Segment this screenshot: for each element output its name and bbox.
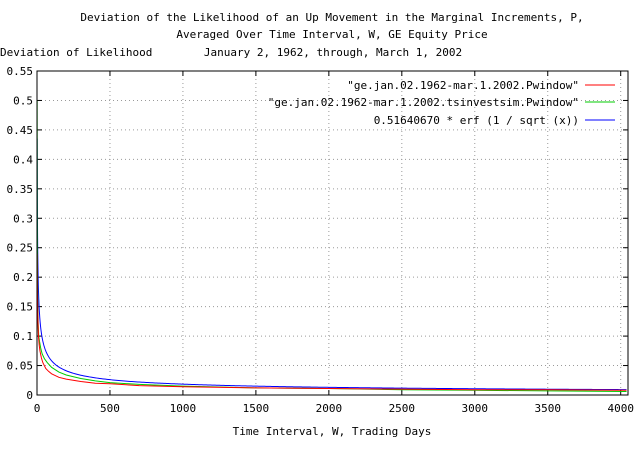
x-tick-label: 1000 [170, 402, 197, 415]
x-tick-label: 4000 [607, 402, 634, 415]
series-line-2 [36, 138, 627, 391]
y-tick-label: 0.1 [13, 330, 33, 343]
x-axis-label: Time Interval, W, Trading Days [233, 425, 432, 438]
series-lines [36, 100, 627, 392]
y-tick-label: 0.35 [7, 183, 34, 196]
x-tick-label: 2000 [316, 402, 343, 415]
chart-title-line-3: January 2, 1962, through, March 1, 2002 [204, 46, 462, 59]
x-tick-label: 3500 [534, 402, 561, 415]
y-tick-label: 0.3 [13, 212, 33, 225]
series-line-1 [36, 100, 627, 392]
y-axis-label: Deviation of Likelihood [0, 46, 152, 59]
y-tick-label: 0.5 [13, 94, 33, 107]
legend-label-1: "ge.jan.02.1962-mar.1.2002.tsinvestsim.P… [268, 96, 579, 109]
y-tick-label: 0.15 [7, 301, 34, 314]
legend-label-0: "ge.jan.02.1962-mar.1.2002.Pwindow" [347, 79, 579, 92]
chart-title-line-1: Deviation of the Likelihood of an Up Mov… [80, 11, 583, 24]
x-tick-label: 500 [100, 402, 120, 415]
chart-title-line-2: Averaged Over Time Interval, W, GE Equit… [176, 28, 487, 41]
axis-ticks: 0 0.05 0.1 0.15 0.2 0.25 0.3 0.35 0.4 0.45 0.5 0.55… [7, 65, 634, 415]
y-tick-label: 0.05 [7, 360, 34, 373]
x-tick-label: 0 [34, 402, 41, 415]
y-tick-label: 0.45 [7, 124, 34, 137]
x-tick-label: 3000 [462, 402, 489, 415]
legend-label-2: 0.51640670 * erf (1 / sqrt (x)) [374, 114, 579, 127]
y-tick-label: 0.25 [7, 242, 34, 255]
grid [37, 71, 628, 395]
y-tick-label: 0.4 [13, 153, 33, 166]
plot-border [36, 70, 629, 396]
y-tick-label: 0 [26, 389, 33, 402]
legend: "ge.jan.02.1962-mar.1.2002.Pwindow" "ge.… [268, 79, 615, 127]
x-tick-label: 2500 [389, 402, 416, 415]
y-tick-label: 0.2 [13, 271, 33, 284]
x-tick-label: 1500 [243, 402, 270, 415]
series-line-0 [36, 253, 627, 391]
y-tick-label: 0.55 [7, 65, 34, 78]
